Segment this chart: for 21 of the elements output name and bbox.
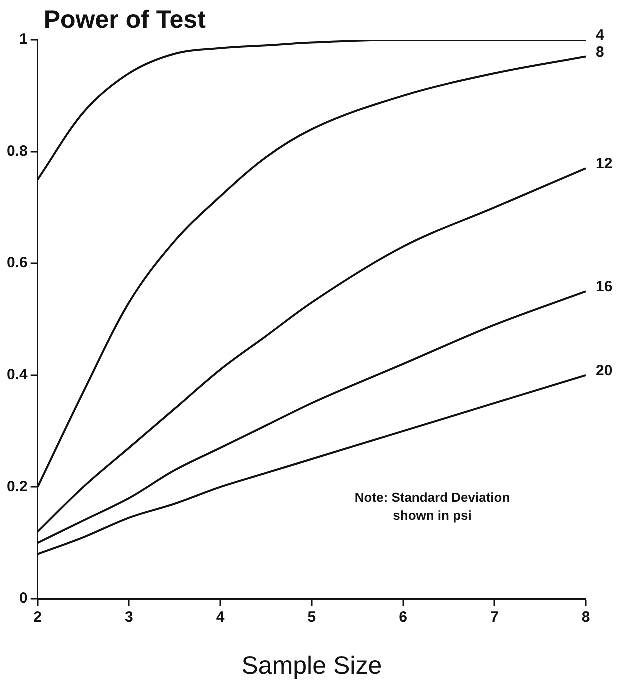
series-label: 4 (596, 27, 605, 44)
chart-title: Power of Test (44, 6, 207, 34)
series-label: 20 (596, 362, 613, 380)
y-tick-label: 0.6 (6, 254, 28, 272)
x-axis-title: Sample Size (242, 652, 382, 680)
x-tick-label: 7 (490, 609, 499, 626)
series-label: 16 (596, 278, 613, 296)
x-tick-label: 4 (216, 609, 226, 626)
x-tick-label: 5 (308, 609, 316, 626)
series-label: 12 (596, 156, 613, 173)
x-tick-label: 8 (582, 609, 590, 626)
y-tick-label: 1 (20, 31, 28, 48)
y-tick-label: 0.8 (6, 142, 28, 160)
series-label: 8 (596, 44, 604, 61)
annotation: Note: Standard Deviation shown in psi (354, 490, 510, 523)
y-tick-label: 0.4 (6, 366, 28, 384)
y-tick-label: 0 (20, 590, 28, 608)
y-tick-label: 0.2 (6, 478, 28, 496)
x-tick-label: 3 (125, 609, 134, 626)
x-tick-label: 6 (399, 609, 408, 626)
x-tick-label: 2 (34, 609, 42, 626)
